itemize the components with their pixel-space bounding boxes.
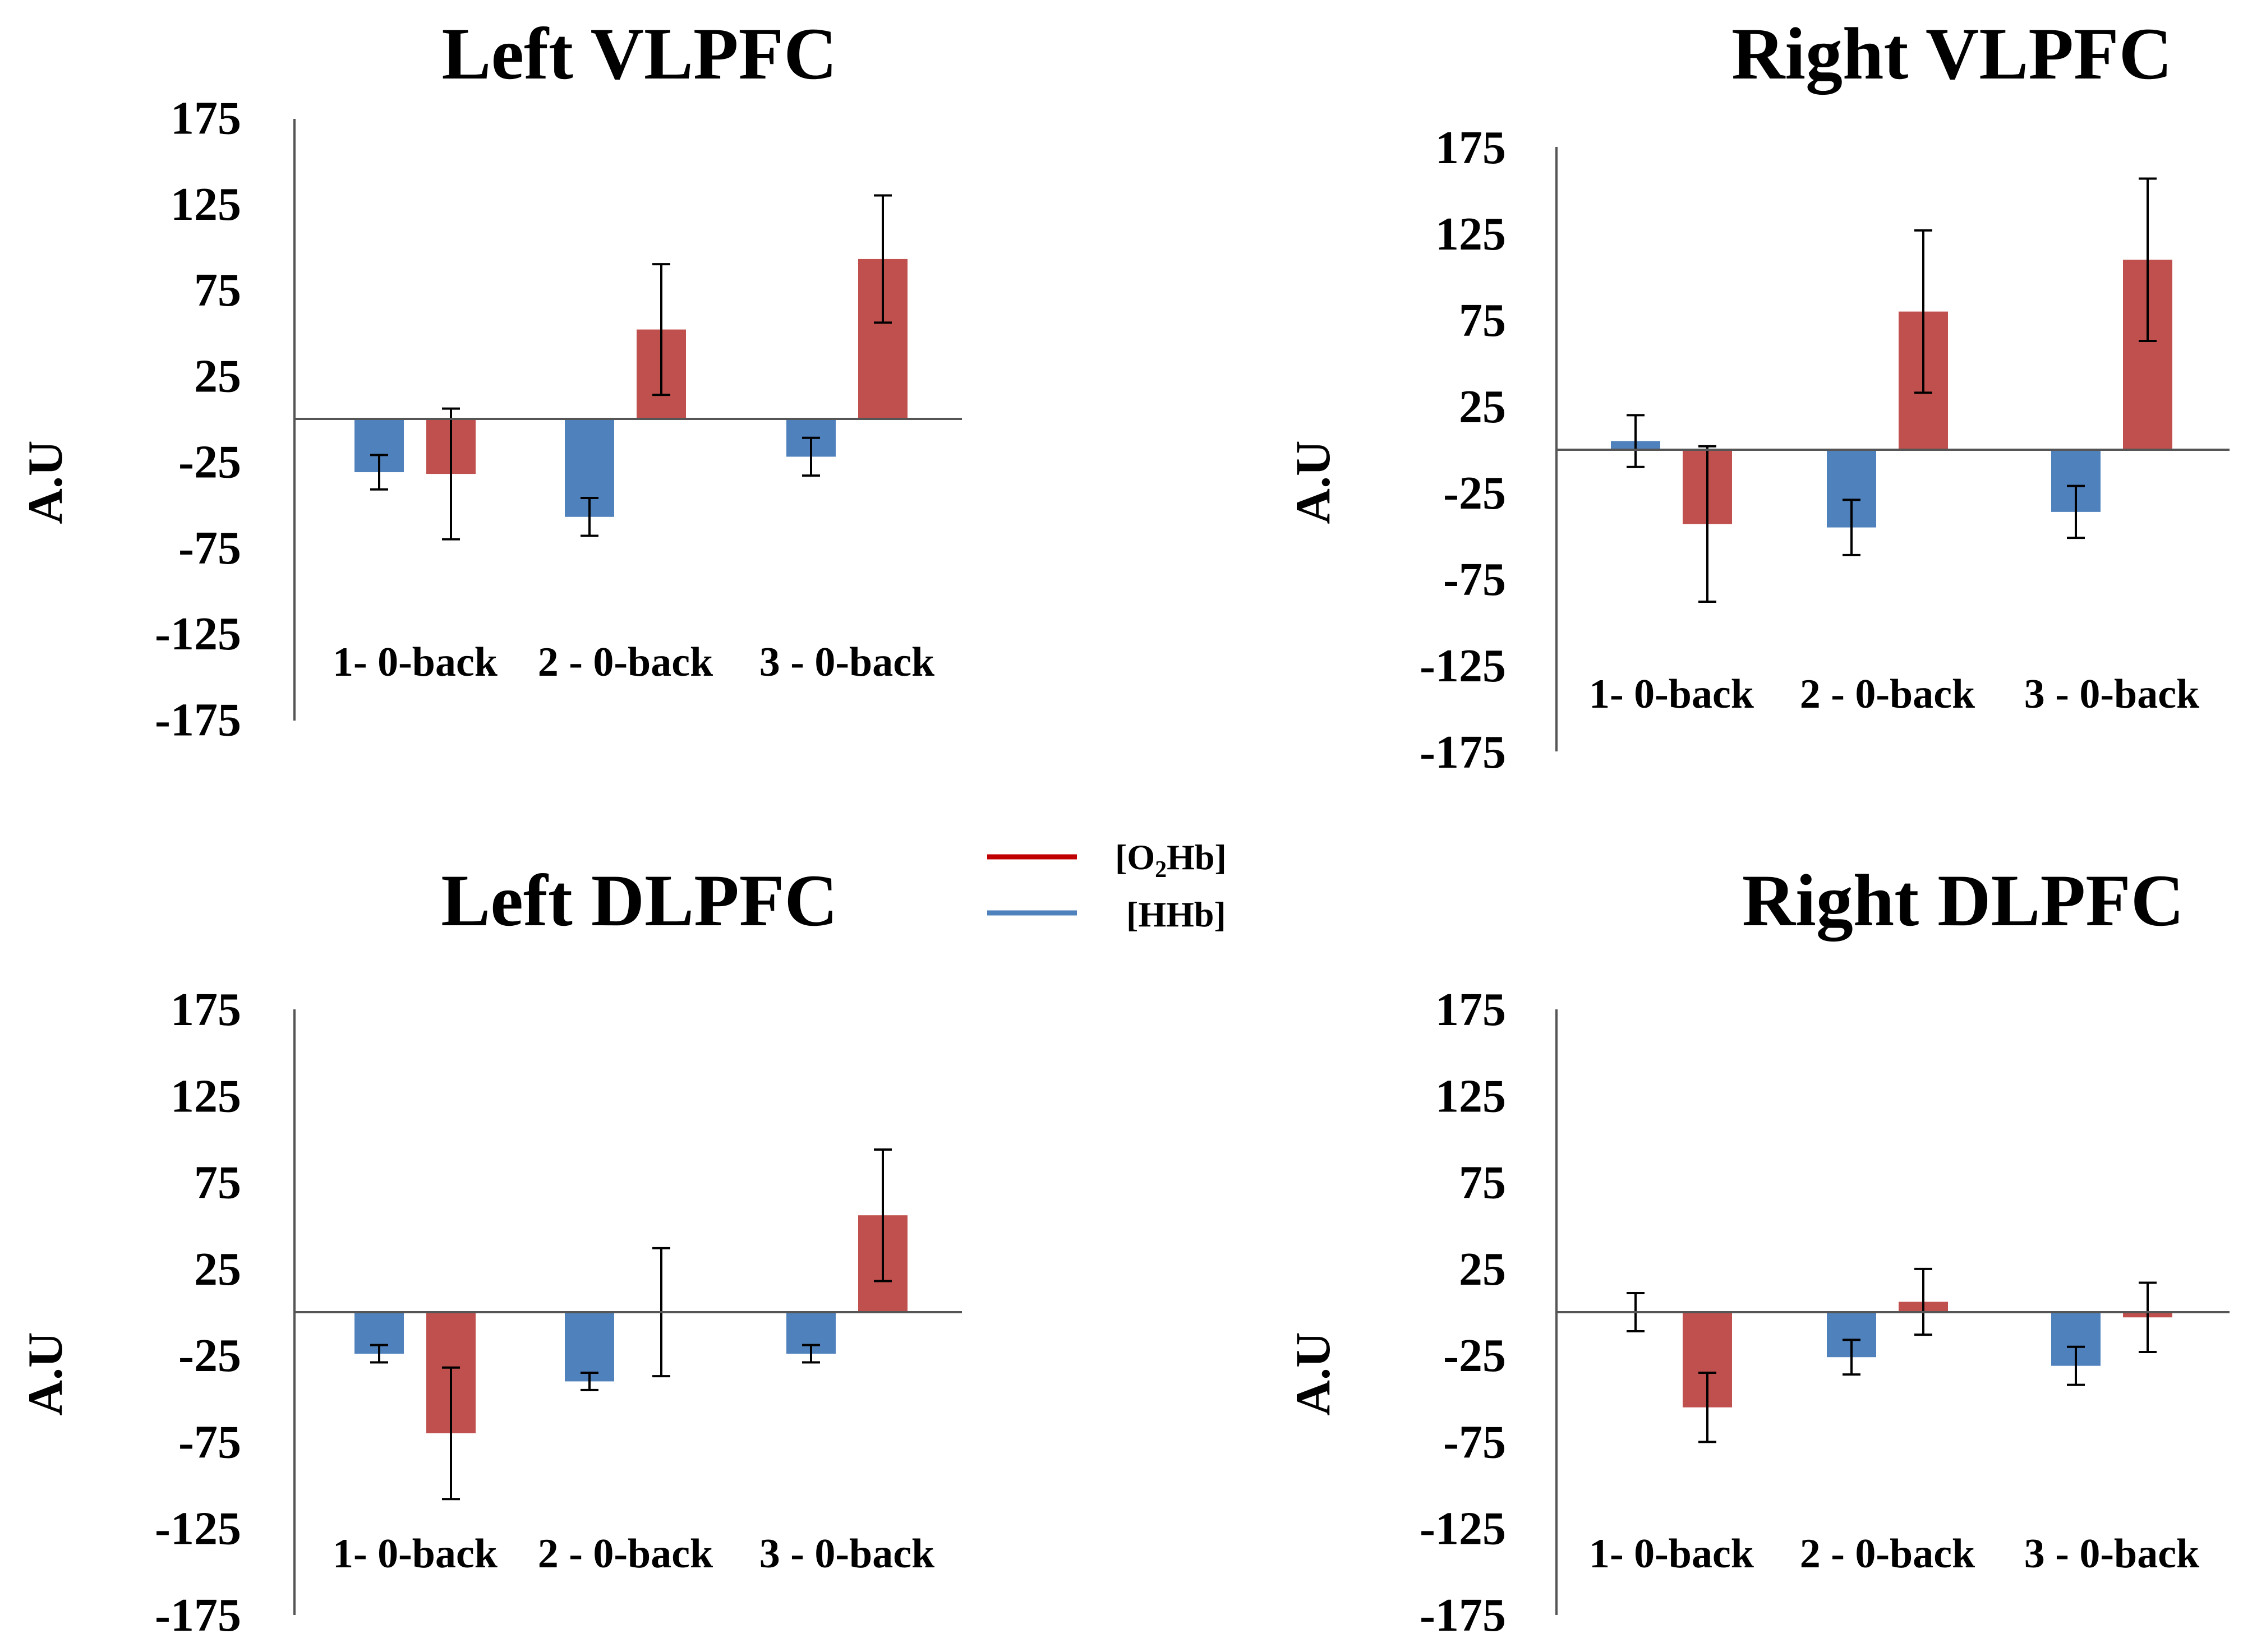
error-bar-hhb-2	[1843, 499, 1860, 556]
category-label: 3 - 0-back	[759, 639, 935, 685]
category-label: 2 - 0-back	[538, 639, 713, 685]
panel-left-dlpfc: Left DLPFC 175 125 75 25 -25 -75 -125 -175 A.U 1- …	[19, 859, 962, 1641]
y-tick-label: -175	[1420, 726, 1506, 778]
y-tick-label: 175	[1435, 984, 1506, 1036]
y-tick-label: 75	[1459, 294, 1506, 347]
error-bar-hhb-1	[370, 454, 388, 491]
bar-hhb-2	[565, 1312, 614, 1382]
y-tick-label: -125	[155, 608, 241, 660]
panel-right-vlpfc: Right VLPFC 175 125 75 25 -25 -75 -125 -175 A.U 1-…	[1286, 12, 2230, 778]
error-bar-o2hb-3	[874, 1148, 892, 1282]
category-label: 1- 0-back	[333, 639, 498, 685]
error-bar-o2hb-3	[874, 194, 892, 324]
y-axis-title: A.U	[19, 440, 73, 524]
legend-o2hb-label: [O2Hb]	[1115, 837, 1227, 883]
y-axis-title: A.U	[19, 1332, 73, 1415]
y-tick-label: 75	[194, 264, 241, 316]
y-tick-label: -25	[178, 1330, 241, 1382]
error-bar-hhb-1	[1627, 414, 1645, 468]
y-tick-label: 175	[171, 984, 241, 1036]
y-tick-label: 25	[194, 1243, 241, 1295]
error-bar-hhb-3	[802, 1344, 820, 1364]
legend: [O2Hb] [HHb]	[987, 837, 1227, 934]
category-label: 2 - 0-back	[1800, 671, 1975, 717]
error-bar-o2hb-1	[1698, 1372, 1716, 1443]
error-bar-hhb-2	[1843, 1339, 1860, 1376]
panel-left-vlpfc: Left VLPFC 175 125 75 25 -25 -75 -125 -175 A.U 1- …	[19, 12, 962, 746]
y-tick-label: -175	[155, 1589, 241, 1641]
chart-title: Left DLPFC	[441, 859, 838, 942]
y-tick-label: -125	[1420, 640, 1506, 692]
category-label: 1- 0-back	[333, 1531, 498, 1577]
category-label: 2 - 0-back	[1800, 1531, 1975, 1577]
error-bar-o2hb-3	[2139, 177, 2157, 342]
category-label: 2 - 0-back	[538, 1531, 713, 1577]
y-tick-label: -175	[155, 694, 241, 746]
error-bar-hhb-1	[370, 1344, 388, 1364]
panel-right-dlpfc: Right DLPFC 175 125 75 25 -25 -75 -125 -175 A.U 1-…	[1286, 859, 2230, 1641]
y-tick-label: 75	[194, 1157, 241, 1209]
category-label: 3 - 0-back	[2024, 671, 2200, 717]
y-tick-label: 125	[1435, 208, 1506, 260]
y-tick-label: 175	[171, 93, 241, 145]
error-bar-o2hb-2	[652, 263, 670, 396]
chart-title: Left VLPFC	[441, 12, 837, 95]
error-bar-o2hb-1	[1698, 445, 1716, 603]
y-tick-label: -25	[178, 436, 241, 488]
error-bar-o2hb-3	[2139, 1281, 2157, 1353]
y-tick-label: 25	[1459, 1243, 1506, 1295]
y-axis-title: A.U	[1286, 440, 1341, 524]
y-tick-label: 125	[1435, 1070, 1506, 1122]
error-bar-o2hb-2	[1914, 1267, 1932, 1336]
y-tick-label: 175	[1435, 122, 1506, 174]
category-label: 3 - 0-back	[2024, 1531, 2200, 1577]
chart-title: Right VLPFC	[1731, 12, 2172, 95]
y-axis-title: A.U	[1286, 1332, 1341, 1415]
category-label: 1- 0-back	[1589, 1531, 1754, 1577]
error-bar-hhb-3	[2067, 1345, 2085, 1386]
error-bar-hhb-3	[802, 436, 820, 477]
y-tick-label: -125	[1420, 1503, 1506, 1555]
category-label: 3 - 0-back	[759, 1531, 935, 1577]
category-label: 1- 0-back	[1589, 671, 1754, 717]
error-bar-hhb-3	[2067, 484, 2085, 539]
y-tick-label: -75	[1443, 553, 1506, 606]
y-tick-label: 25	[1459, 381, 1506, 433]
y-tick-label: -125	[155, 1503, 241, 1555]
y-tick-label: 125	[171, 178, 241, 230]
y-tick-label: -75	[1443, 1416, 1506, 1468]
y-tick-label: -75	[178, 522, 241, 574]
error-bar-o2hb-2	[1914, 229, 1932, 394]
error-bar-hhb-2	[581, 1372, 598, 1391]
y-tick-label: -175	[1420, 1589, 1506, 1641]
error-bar-o2hb-1	[442, 407, 460, 541]
y-tick-label: -25	[1443, 467, 1506, 519]
y-tick-label: -25	[1443, 1330, 1506, 1382]
error-bar-o2hb-1	[442, 1366, 460, 1501]
y-tick-label: 125	[171, 1070, 241, 1122]
y-tick-label: 25	[194, 350, 241, 402]
y-tick-label: -75	[178, 1416, 241, 1468]
legend-hhb-label: [HHb]	[1126, 894, 1226, 934]
y-tick-label: 75	[1459, 1157, 1506, 1209]
error-bar-hhb-2	[581, 497, 598, 537]
chart-title: Right DLPFC	[1742, 859, 2184, 942]
